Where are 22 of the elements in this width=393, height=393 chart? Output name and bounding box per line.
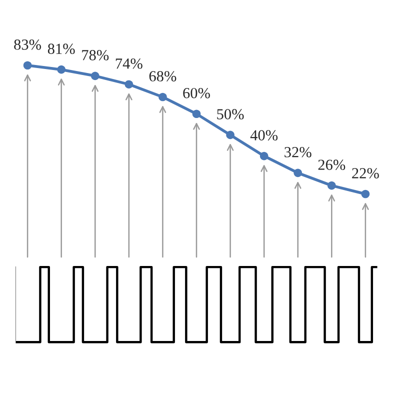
point: [361, 190, 370, 198]
data-label: 40%: [250, 130, 278, 140]
data-label: 32%: [284, 147, 312, 158]
point: [226, 130, 234, 140]
point: [294, 168, 302, 178]
data-label: 60%: [183, 88, 210, 98]
point: [260, 152, 268, 160]
data-label: 26%: [318, 160, 346, 170]
data-label: 83%: [14, 39, 42, 50]
data-label: 74%: [116, 58, 142, 69]
point: [23, 61, 32, 70]
point: [327, 181, 336, 190]
data-label: 81%: [48, 44, 75, 54]
point: [124, 80, 134, 89]
point: [57, 65, 66, 74]
point: [192, 110, 201, 118]
data-label: 78%: [82, 50, 109, 60]
point: [158, 92, 167, 102]
data-label: 68%: [149, 71, 176, 82]
point: [90, 72, 100, 80]
data-label: 50%: [217, 109, 244, 120]
data-label: 22%: [352, 168, 379, 178]
